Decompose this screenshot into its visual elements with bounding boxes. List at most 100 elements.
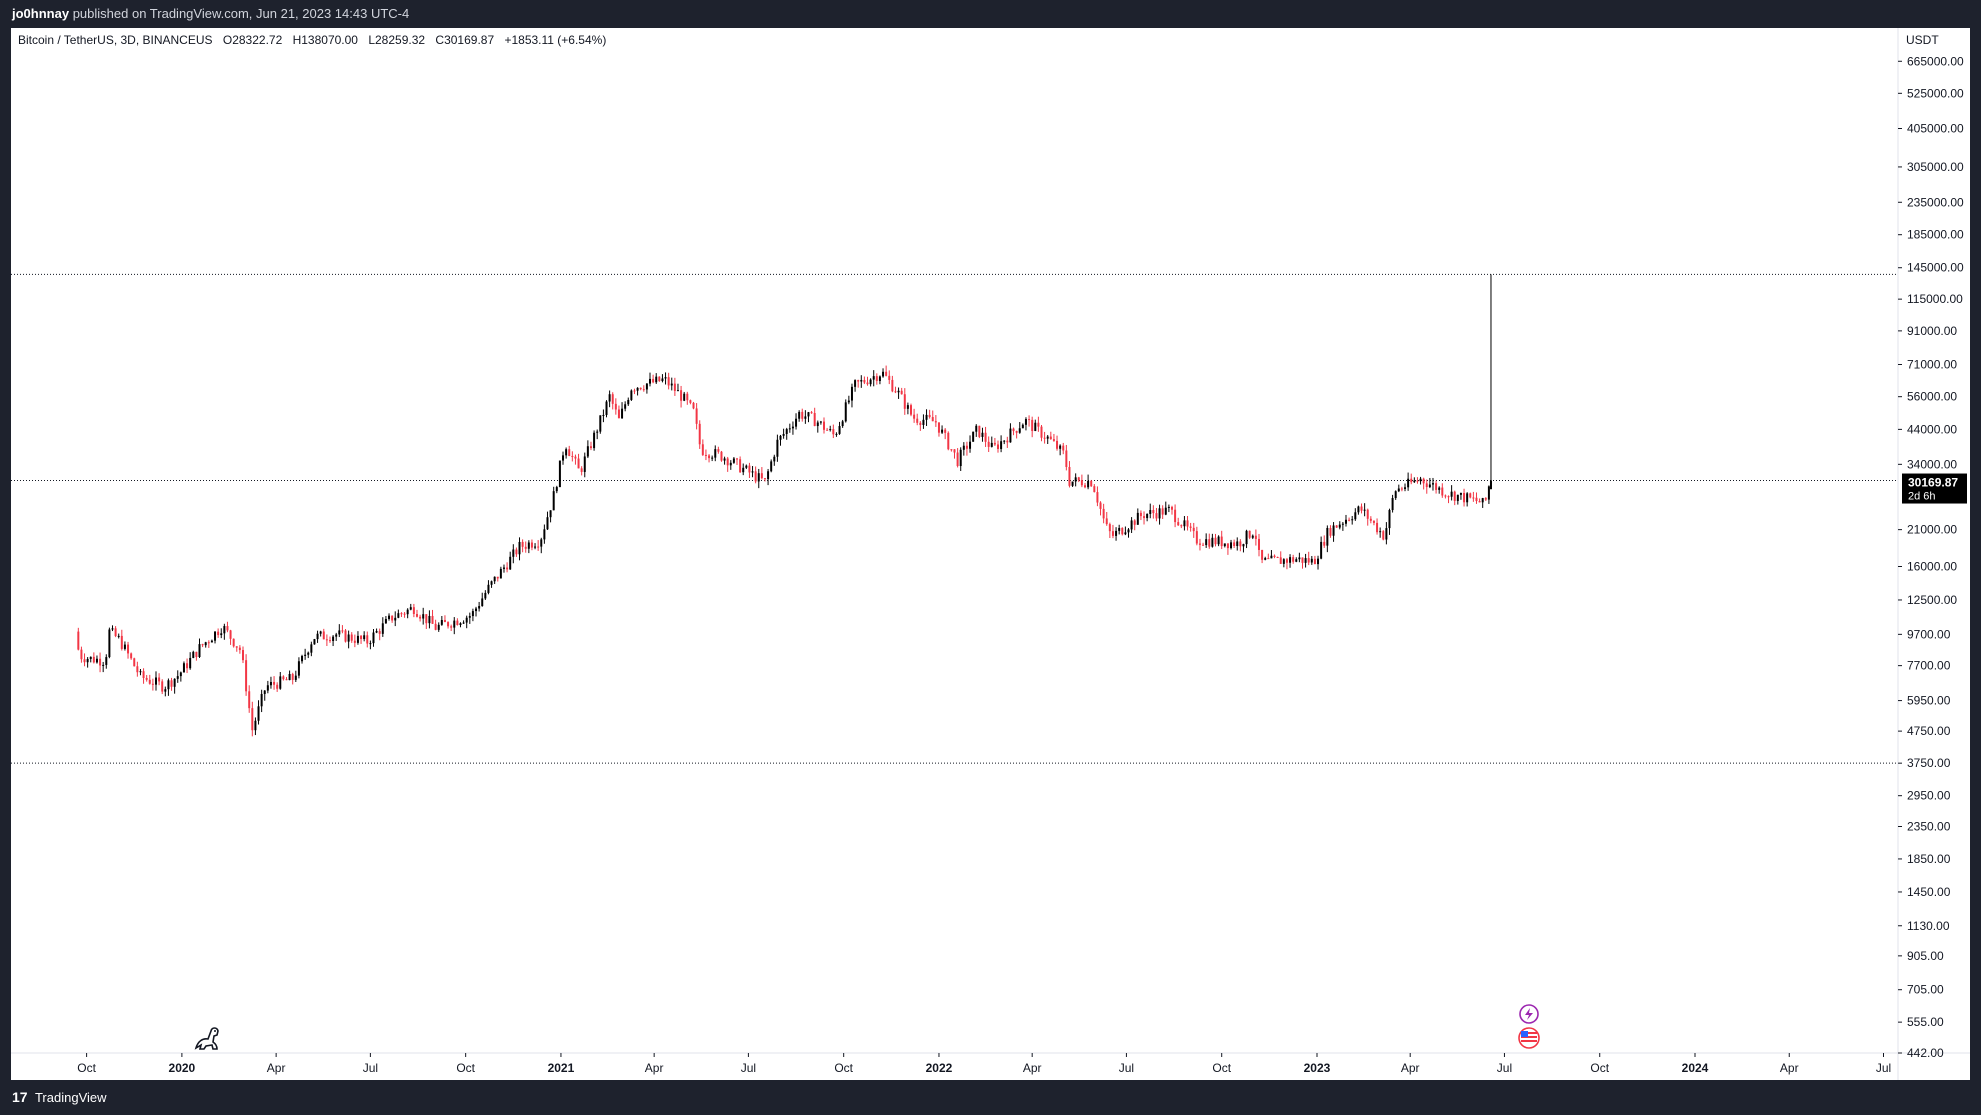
price-tick-label: 7700.00 xyxy=(1907,659,1951,673)
candle-body xyxy=(860,379,863,382)
candle-body xyxy=(1149,510,1152,514)
candle-body xyxy=(313,639,316,645)
candle-body xyxy=(1441,487,1444,496)
candle-body xyxy=(161,681,164,692)
candle-body xyxy=(1093,486,1096,493)
candle-body xyxy=(1214,537,1217,545)
candle-body xyxy=(1304,558,1307,563)
candle-body xyxy=(645,383,648,390)
candle-body xyxy=(241,650,244,661)
time-tick-label: Apr xyxy=(645,1061,664,1075)
candle-body xyxy=(307,652,310,655)
candle-body xyxy=(863,379,866,383)
price-chart[interactable]: USDT 665000.00 525000.00 405000.00 305000.0… xyxy=(11,28,1970,1080)
candle-body xyxy=(540,539,543,547)
candle-body xyxy=(123,644,126,649)
candle-body xyxy=(891,379,894,392)
candle-body xyxy=(1400,488,1403,490)
time-tick-label: Apr xyxy=(1780,1061,1799,1075)
lightning-event-icon[interactable] xyxy=(1519,1004,1539,1024)
candle-body xyxy=(1024,419,1027,425)
candle-body xyxy=(117,635,120,637)
price-tick-label: 185000.00 xyxy=(1907,228,1964,242)
candle-body xyxy=(704,454,707,456)
candle-body xyxy=(1034,422,1037,431)
candle-body xyxy=(490,581,493,585)
candle-body xyxy=(1239,541,1242,547)
candle-body xyxy=(145,677,148,680)
candle-body xyxy=(428,615,431,624)
candle-body xyxy=(1404,487,1407,489)
candle-body xyxy=(1096,492,1099,503)
candle-body xyxy=(468,616,471,618)
candle-body xyxy=(1450,491,1453,497)
legend-high: H138070.00 xyxy=(292,33,358,47)
candle-body xyxy=(1000,441,1003,449)
candle-body xyxy=(1223,543,1226,547)
candle-body xyxy=(443,619,446,623)
candle-body xyxy=(1463,492,1466,503)
candle-body xyxy=(471,611,474,617)
us-flag-economic-event-icon[interactable] xyxy=(1518,1027,1540,1049)
candle-body xyxy=(509,556,512,570)
candle-body xyxy=(347,634,350,642)
candle-body xyxy=(83,659,86,663)
candle-body xyxy=(1360,506,1363,511)
candle-body xyxy=(1071,481,1074,486)
candle-body xyxy=(1416,480,1419,482)
symbol-legend[interactable]: Bitcoin / TetherUS, 3D, BINANCEUS O28322… xyxy=(18,33,613,47)
candle-body xyxy=(1006,440,1009,443)
candle-body xyxy=(844,402,847,422)
candle-body xyxy=(369,643,372,645)
time-tick-label: 2023 xyxy=(1304,1061,1331,1075)
symbol-title[interactable]: Bitcoin / TetherUS, 3D, BINANCEUS xyxy=(18,33,213,47)
candle-body xyxy=(558,460,561,488)
candle-body xyxy=(1037,422,1040,427)
candle-body xyxy=(1484,498,1487,500)
chart-frame[interactable]: USDT 665000.00 525000.00 405000.00 305000.0… xyxy=(11,28,1970,1080)
candle-body xyxy=(1046,436,1049,439)
candle-body xyxy=(1444,495,1447,497)
candle-body xyxy=(1313,558,1316,565)
candle-body xyxy=(164,689,167,692)
candle-body xyxy=(1431,483,1434,485)
candle-body xyxy=(310,644,313,653)
candle-body xyxy=(1043,437,1046,439)
time-tick-label: Oct xyxy=(1212,1061,1231,1075)
price-tick-label: 9700.00 xyxy=(1907,627,1951,641)
candles-layer xyxy=(77,274,1492,737)
tradingview-mascot-icon[interactable] xyxy=(194,1027,219,1050)
candle-body xyxy=(608,394,611,402)
tradingview-logo-icon[interactable]: 17 xyxy=(12,1089,28,1105)
candle-body xyxy=(266,685,269,691)
candle-body xyxy=(962,445,965,450)
candle-body xyxy=(900,390,903,395)
candle-body xyxy=(1074,477,1077,482)
candle-body xyxy=(356,635,359,643)
legend-change: +1853.11 (+6.54%) xyxy=(504,33,607,47)
candle-body xyxy=(549,510,552,518)
candle-body xyxy=(1447,496,1450,498)
candle-body xyxy=(586,446,589,457)
footer-brand[interactable]: TradingView xyxy=(34,1090,107,1105)
candle-body xyxy=(111,628,114,630)
candle-body xyxy=(294,675,297,680)
candle-body xyxy=(1003,440,1006,442)
candle-body xyxy=(754,471,757,482)
candle-body xyxy=(1121,527,1124,535)
candle-body xyxy=(1323,541,1326,546)
candle-body xyxy=(1052,439,1055,441)
candle-body xyxy=(1099,502,1102,509)
candle-body xyxy=(1192,527,1195,532)
candle-body xyxy=(1410,478,1413,483)
author-name[interactable]: jo0hnnay xyxy=(12,6,70,21)
candle-body xyxy=(633,390,636,392)
candle-body xyxy=(1021,424,1024,429)
candle-body xyxy=(1289,557,1292,563)
candle-body xyxy=(1230,542,1233,549)
candle-body xyxy=(232,638,235,647)
candle-body xyxy=(726,458,729,466)
candle-body xyxy=(745,465,748,468)
candle-body xyxy=(534,546,537,548)
candle-body xyxy=(527,542,530,549)
